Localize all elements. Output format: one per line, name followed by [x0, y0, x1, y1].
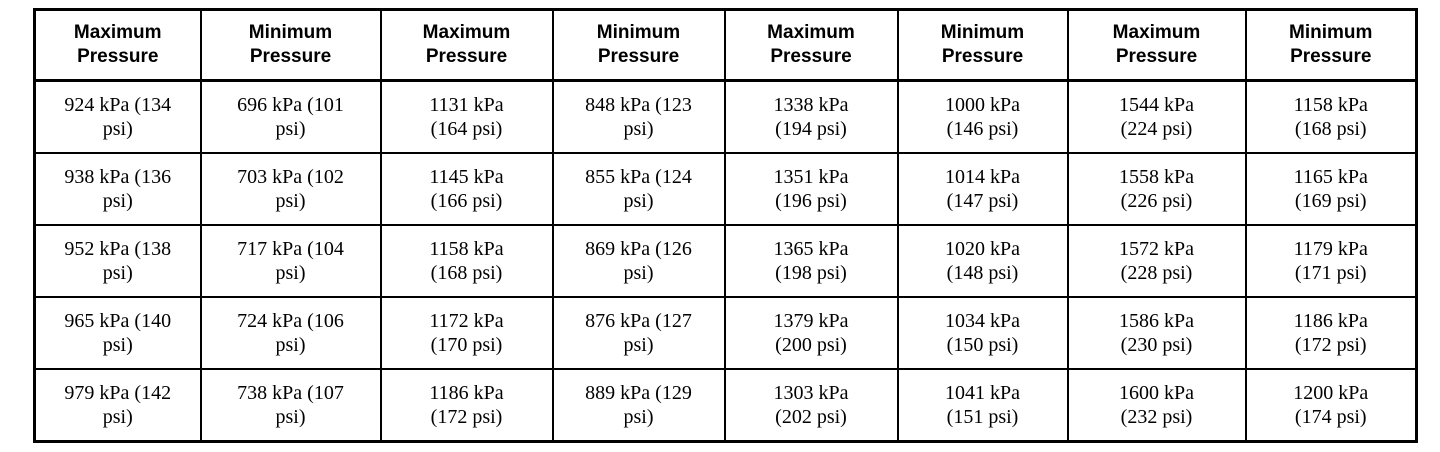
pressure-cell: 965 kPa (140 psi): [33, 296, 202, 370]
pressure-cell: 738 kPa (107 psi): [199, 368, 382, 443]
header-cell-max-pressure-1: Maximum Pressure: [33, 8, 202, 82]
pressure-cell: 1544 kPa (224 psi): [1066, 79, 1247, 154]
pressure-cell: 1186 kPa (172 psi): [1244, 296, 1418, 370]
header-cell-min-pressure-2: Minimum Pressure: [551, 8, 726, 82]
pressure-cell: 1572 kPa (228 psi): [1066, 224, 1247, 298]
pressure-cell: 876 kPa (127 psi): [551, 296, 726, 370]
header-cell-min-pressure-3: Minimum Pressure: [896, 8, 1069, 82]
pressure-cell: 938 kPa (136 psi): [33, 152, 202, 226]
pressure-cell: 1020 kPa (148 psi): [896, 224, 1069, 298]
pressure-cell: 848 kPa (123 psi): [551, 79, 726, 154]
pressure-cell: 1158 kPa (168 psi): [379, 224, 554, 298]
header-cell-max-pressure-3: Maximum Pressure: [723, 8, 899, 82]
pressure-cell: 1338 kPa (194 psi): [723, 79, 899, 154]
pressure-cell: 1172 kPa (170 psi): [379, 296, 554, 370]
header-cell-min-pressure-1: Minimum Pressure: [199, 8, 382, 82]
pressure-cell: 1041 kPa (151 psi): [896, 368, 1069, 443]
header-cell-max-pressure-4: Maximum Pressure: [1066, 8, 1247, 82]
pressure-cell: 1200 kPa (174 psi): [1244, 368, 1418, 443]
table-row: 979 kPa (142 psi) 738 kPa (107 psi) 1186…: [33, 368, 1418, 443]
pressure-cell: 1351 kPa (196 psi): [723, 152, 899, 226]
pressure-cell: 1158 kPa (168 psi): [1244, 79, 1418, 154]
pressure-cell: 924 kPa (134 psi): [33, 79, 202, 154]
pressure-cell: 1379 kPa (200 psi): [723, 296, 899, 370]
table-row: 952 kPa (138 psi) 717 kPa (104 psi) 1158…: [33, 224, 1418, 298]
pressure-cell: 1558 kPa (226 psi): [1066, 152, 1247, 226]
pressure-cell: 1165 kPa (169 psi): [1244, 152, 1418, 226]
header-cell-max-pressure-2: Maximum Pressure: [379, 8, 554, 82]
pressure-cell: 952 kPa (138 psi): [33, 224, 202, 298]
table-header-row: Maximum Pressure Minimum Pressure Maximu…: [33, 8, 1418, 82]
pressure-cell: 1303 kPa (202 psi): [723, 368, 899, 443]
pressure-cell: 855 kPa (124 psi): [551, 152, 726, 226]
pressure-cell: 889 kPa (129 psi): [551, 368, 726, 443]
pressure-cell: 717 kPa (104 psi): [199, 224, 382, 298]
pressure-cell: 1179 kPa (171 psi): [1244, 224, 1418, 298]
pressure-cell: 1186 kPa (172 psi): [379, 368, 554, 443]
table-row: 924 kPa (134 psi) 696 kPa (101 psi) 1131…: [33, 79, 1418, 154]
table-row: 965 kPa (140 psi) 724 kPa (106 psi) 1172…: [33, 296, 1418, 370]
pressure-cell: 1145 kPa (166 psi): [379, 152, 554, 226]
pressure-cell: 1131 kPa (164 psi): [379, 79, 554, 154]
pressure-cell: 1000 kPa (146 psi): [896, 79, 1069, 154]
table-row: 938 kPa (136 psi) 703 kPa (102 psi) 1145…: [33, 152, 1418, 226]
pressure-cell: 1600 kPa (232 psi): [1066, 368, 1247, 443]
pressure-cell: 979 kPa (142 psi): [33, 368, 202, 443]
pressure-cell: 703 kPa (102 psi): [199, 152, 382, 226]
header-cell-min-pressure-4: Minimum Pressure: [1244, 8, 1418, 82]
pressure-table: Maximum Pressure Minimum Pressure Maximu…: [33, 8, 1418, 443]
pressure-cell: 1586 kPa (230 psi): [1066, 296, 1247, 370]
pressure-cell: 1014 kPa (147 psi): [896, 152, 1069, 226]
pressure-cell: 724 kPa (106 psi): [199, 296, 382, 370]
pressure-cell: 1365 kPa (198 psi): [723, 224, 899, 298]
pressure-cell: 869 kPa (126 psi): [551, 224, 726, 298]
pressure-cell: 1034 kPa (150 psi): [896, 296, 1069, 370]
pressure-cell: 696 kPa (101 psi): [199, 79, 382, 154]
